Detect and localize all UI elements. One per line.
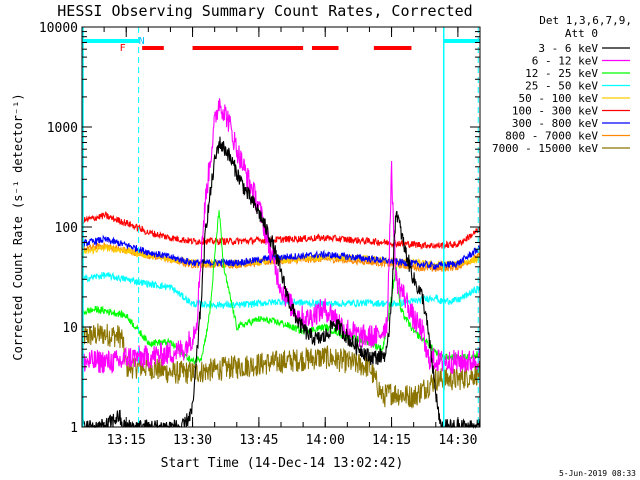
flag-label-n: N [139, 36, 145, 47]
legend-label-7: 800 - 7000 keV [505, 130, 598, 143]
legend-label-2: 12 - 25 keV [525, 67, 598, 80]
legend-label-8: 7000 - 15000 keV [492, 142, 598, 155]
x-tick-label-2: 13:45 [239, 433, 278, 448]
flag-label-f: F [120, 43, 126, 54]
series-line-3 [81, 271, 481, 310]
legend-label-3: 25 - 50 keV [525, 80, 598, 93]
legend-label-5: 100 - 300 keV [512, 105, 598, 118]
series-line-6 [81, 234, 481, 271]
legend-header-line-1: Det 1,3,6,7,9, [539, 14, 632, 27]
y-tick-label-2: 100 [55, 221, 78, 236]
x-axis-label: Start Time (14-Dec-14 13:02:42) [161, 456, 404, 471]
legend-label-6: 300 - 800 keV [512, 117, 598, 130]
x-tick-label-3: 14:00 [306, 433, 345, 448]
y-axis-label: Corrected Count Rate (s⁻¹ detector⁻¹) [11, 93, 25, 360]
y-tick-label-1: 10 [62, 321, 78, 336]
y-tick-label-4: 10000 [39, 21, 78, 36]
legend-label-4: 50 - 100 keV [519, 92, 599, 105]
series-line-5 [81, 210, 481, 251]
x-tick-label-0: 13:15 [107, 433, 146, 448]
legend-label-0: 3 - 6 keV [538, 42, 598, 55]
series-line-2 [81, 210, 481, 365]
footer-date: 5-Jun-2019 08:33 [559, 469, 636, 478]
legend-header-line-2: Att 0 [565, 27, 598, 40]
x-tick-label-1: 13:30 [173, 433, 212, 448]
x-tick-label-4: 14:15 [372, 433, 411, 448]
legend-label-1: 6 - 12 keV [532, 55, 599, 68]
x-tick-label-5: 14:30 [438, 433, 477, 448]
y-tick-label-3: 1000 [47, 121, 78, 136]
series-line-1 [81, 98, 481, 375]
y-tick-label-0: 1 [70, 421, 78, 436]
chart-title: HESSI Observing Summary Count Rates, Cor… [57, 2, 472, 20]
axis-ticks: 1 10 100 1000 10000 13:15 13:30 13:45 14:00 14:15… [39, 21, 481, 448]
